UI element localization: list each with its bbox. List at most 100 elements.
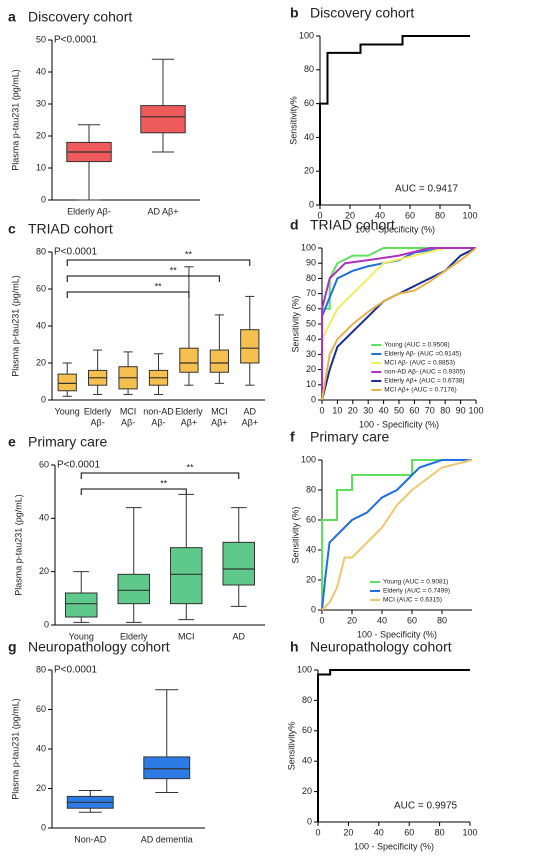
panel-title: TRIAD cohort xyxy=(310,217,395,233)
significance-bracket xyxy=(66,275,220,282)
panel-letter: g xyxy=(8,639,17,655)
y-tick-label: 60 xyxy=(306,514,316,524)
x-tick-label: 40 xyxy=(379,405,389,415)
roc-curve xyxy=(321,459,472,610)
y-axis-label: Sensitivity% xyxy=(288,96,298,145)
y-tick-label: 20 xyxy=(302,786,312,796)
y-tick-label: 100 xyxy=(301,454,316,464)
y-axis-label: Plasma p-tau231 (pg/mL) xyxy=(13,494,23,596)
x-tick-label: Aβ- xyxy=(121,417,135,427)
x-tick-label: Elderly Aβ- xyxy=(67,206,111,216)
y-tick-label: 0 xyxy=(307,816,312,826)
p-value: P<0.0001 xyxy=(57,460,101,471)
y-tick-label: 40 xyxy=(36,320,46,330)
x-tick-label: 60 xyxy=(407,615,417,625)
panel-title: Primary care xyxy=(28,434,108,450)
y-tick-label: 10 xyxy=(306,379,316,389)
y-tick-label: 50 xyxy=(306,318,316,328)
y-tick-label: 80 xyxy=(36,246,46,256)
panel-letter: a xyxy=(8,9,16,25)
y-tick-label: 20 xyxy=(39,566,49,576)
x-tick-label: Young xyxy=(55,406,80,416)
x-tick-label: 80 xyxy=(437,615,447,625)
x-tick-label: 40 xyxy=(374,827,384,837)
y-tick-label: 40 xyxy=(36,66,46,76)
roc-curve xyxy=(317,669,470,822)
x-tick-label: 10 xyxy=(332,405,342,415)
y-tick-label: 100 xyxy=(297,664,312,674)
x-tick-label: 60 xyxy=(404,827,414,837)
x-tick-label: 80 xyxy=(440,405,450,415)
y-tick-label: 80 xyxy=(36,664,46,674)
panel-letter: h xyxy=(290,639,299,655)
box xyxy=(65,592,98,618)
y-tick-label: 0 xyxy=(311,604,316,614)
y-tick-label: 40 xyxy=(306,334,316,344)
x-tick-label: 60 xyxy=(405,210,415,220)
y-axis-label: Plasma p-tau231 (pg/mL) xyxy=(10,275,20,377)
x-tick-label: 0 xyxy=(319,615,324,625)
panel-letter: f xyxy=(290,429,295,445)
box xyxy=(170,547,203,605)
box xyxy=(140,105,186,134)
panel-letter: d xyxy=(290,217,299,233)
box xyxy=(143,756,191,780)
roc-curve xyxy=(321,459,473,611)
y-tick-label: 80 xyxy=(306,484,316,494)
significance-label: ** xyxy=(155,281,163,291)
y-tick-label: 80 xyxy=(302,695,312,705)
y-tick-label: 40 xyxy=(36,743,46,753)
x-tick-label: 20 xyxy=(345,210,355,220)
legend-label: Elderly Aβ+ (AUC = 0.6738) xyxy=(384,378,464,385)
x-tick-label: Aβ- xyxy=(151,417,165,427)
x-tick-label: 100 xyxy=(462,827,477,837)
y-axis-label: Sensitivity% xyxy=(286,722,296,771)
roc-curve xyxy=(321,247,476,400)
x-tick-label: 50 xyxy=(394,405,404,415)
x-tick-label: 0 xyxy=(317,210,322,220)
box xyxy=(179,347,199,373)
panel-letter: e xyxy=(8,434,16,450)
panel-letter: c xyxy=(8,221,16,237)
significance-label: ** xyxy=(185,249,193,259)
x-tick-label: 80 xyxy=(435,210,445,220)
y-tick-label: 100 xyxy=(301,242,316,252)
box xyxy=(222,541,255,586)
x-tick-label: 90 xyxy=(456,405,466,415)
box xyxy=(117,573,150,605)
y-tick-label: 60 xyxy=(304,98,314,108)
x-tick-label: Aβ+ xyxy=(211,417,227,427)
y-tick-label: 80 xyxy=(304,64,314,74)
x-tick-label: 20 xyxy=(347,615,357,625)
roc-curve xyxy=(319,35,470,205)
x-tick-label: MCI xyxy=(120,406,137,416)
significance-label: ** xyxy=(186,462,194,472)
panel-letter: b xyxy=(290,5,299,21)
p-value: P<0.0001 xyxy=(54,247,98,258)
y-tick-label: 0 xyxy=(41,194,46,204)
box xyxy=(57,373,77,392)
auc-label: AUC = 0.9975 xyxy=(394,801,458,812)
legend-label: Elderly (AUC = 0.7499) xyxy=(383,588,450,595)
x-tick-label: 40 xyxy=(375,210,385,220)
roc-curve xyxy=(321,247,476,400)
y-tick-label: 0 xyxy=(309,199,314,209)
significance-bracket xyxy=(66,259,251,266)
y-axis-label: Sensitivity (%) xyxy=(290,295,300,352)
x-tick-label: Elderly xyxy=(84,406,112,416)
x-tick-label: 20 xyxy=(343,827,353,837)
x-tick-label: Young xyxy=(69,631,94,641)
y-tick-label: 70 xyxy=(306,288,316,298)
significance-label: ** xyxy=(170,265,178,275)
y-tick-label: 0 xyxy=(311,394,316,404)
x-axis-label: 100 - Specificity (%) xyxy=(354,841,434,851)
panel-title: Discovery cohort xyxy=(310,5,414,21)
p-value: P<0.0001 xyxy=(54,665,98,676)
y-tick-label: 60 xyxy=(36,283,46,293)
x-axis-label: 100 - Specificity (%) xyxy=(357,629,437,639)
y-tick-label: 40 xyxy=(39,513,49,523)
y-axis-label: Sensitivity (%) xyxy=(290,506,300,563)
roc-curve xyxy=(321,247,477,401)
x-tick-label: Aβ- xyxy=(91,417,105,427)
x-tick-label: 0 xyxy=(315,827,320,837)
